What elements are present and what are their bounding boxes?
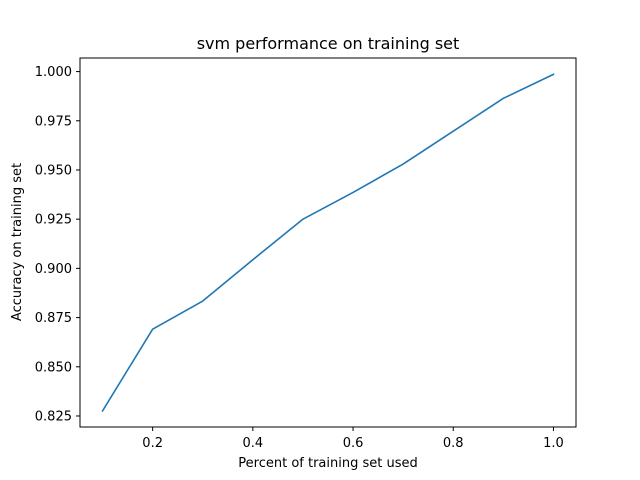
x-tick-label: 0.6 (343, 436, 364, 451)
y-tick-label: 0.950 (35, 163, 72, 178)
x-axis: 0.2 0.4 0.6 0.8 1.0 (142, 427, 563, 451)
y-tick-label: 0.875 (35, 311, 72, 326)
y-tick-label: 0.850 (35, 360, 72, 375)
x-axis-label: Percent of training set used (238, 456, 417, 471)
series-line (103, 74, 554, 411)
y-tick-label: 0.900 (35, 262, 72, 277)
x-tick-label: 0.8 (443, 436, 464, 451)
x-tick-label: 0.2 (142, 436, 163, 451)
x-tick-label: 0.4 (243, 436, 264, 451)
y-axis-label: Accuracy on training set (10, 163, 25, 321)
y-axis: 0.825 0.850 0.875 0.900 0.925 0.950 0.975 1.000 (35, 65, 80, 424)
x-tick-label: 1.0 (543, 436, 564, 451)
y-tick-label: 1.000 (35, 65, 72, 80)
series-layer (103, 74, 554, 411)
plot-frame (80, 58, 576, 427)
chart-title: svm performance on training set (197, 34, 460, 53)
y-tick-label: 0.925 (35, 213, 72, 228)
y-tick-label: 0.975 (35, 114, 72, 129)
y-tick-label: 0.825 (35, 409, 72, 424)
